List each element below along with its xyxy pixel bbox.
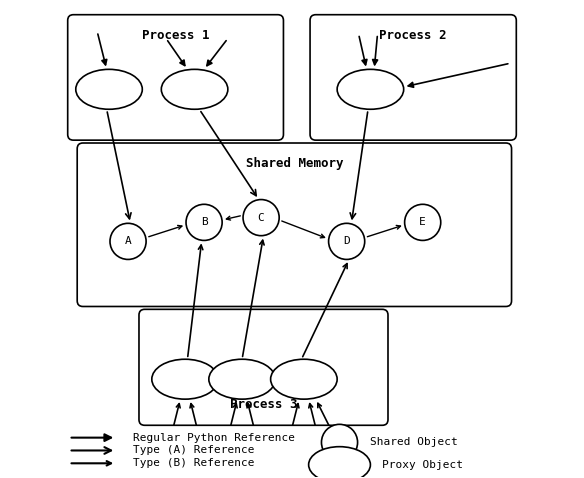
Ellipse shape [76, 69, 142, 109]
Text: Process 3: Process 3 [230, 398, 297, 411]
Ellipse shape [186, 204, 222, 240]
Text: Proxy Object: Proxy Object [383, 460, 463, 470]
Ellipse shape [337, 69, 404, 109]
FancyBboxPatch shape [310, 15, 516, 140]
Ellipse shape [110, 223, 146, 260]
Ellipse shape [308, 446, 370, 478]
Ellipse shape [243, 199, 279, 236]
Text: Type (B) Reference: Type (B) Reference [133, 458, 254, 468]
Text: C: C [258, 213, 265, 223]
Text: Type (A) Reference: Type (A) Reference [133, 445, 254, 456]
Ellipse shape [405, 204, 441, 240]
Ellipse shape [329, 223, 365, 260]
Text: E: E [419, 217, 426, 228]
Ellipse shape [209, 359, 276, 399]
Text: Process 2: Process 2 [380, 29, 447, 42]
Text: Regular Python Reference: Regular Python Reference [133, 433, 295, 443]
Ellipse shape [270, 359, 337, 399]
Ellipse shape [161, 69, 228, 109]
FancyBboxPatch shape [68, 15, 283, 140]
Text: D: D [343, 237, 350, 246]
Ellipse shape [321, 424, 357, 460]
Text: B: B [201, 217, 207, 228]
FancyBboxPatch shape [77, 143, 512, 306]
Text: Process 1: Process 1 [142, 29, 209, 42]
Text: A: A [124, 237, 131, 246]
Ellipse shape [152, 359, 218, 399]
FancyBboxPatch shape [139, 309, 388, 425]
Text: Shared Memory: Shared Memory [246, 157, 343, 170]
Text: Shared Object: Shared Object [370, 437, 458, 447]
